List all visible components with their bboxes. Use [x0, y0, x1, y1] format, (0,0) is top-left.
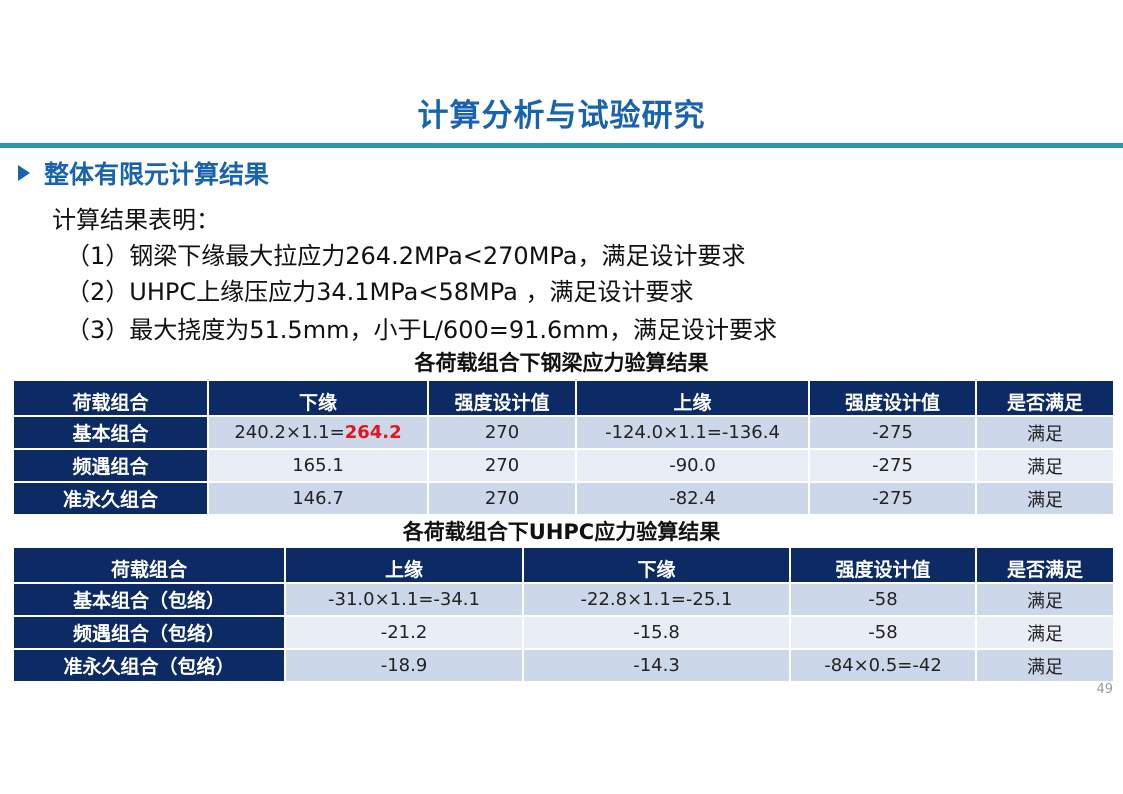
col-header-satisfied: 是否满足: [976, 548, 1113, 584]
design-value: -275: [809, 482, 977, 516]
lower-edge-value: 240.2×1.1=264.2: [208, 416, 429, 450]
row-label: 频遇组合（包络）: [14, 616, 286, 650]
satisfied-value: 满足: [976, 482, 1113, 516]
table-row: 频遇组合 165.1 270 -90.0 -275 满足: [14, 449, 1113, 483]
row-label: 准永久组合（包络）: [14, 649, 286, 683]
upper-edge-value: -18.9: [285, 649, 524, 683]
col-header-upper-edge: 上缘: [285, 548, 524, 584]
lower-edge-value: -22.8×1.1=-25.1: [523, 583, 791, 617]
result-item-2: （2）UHPC上缘压应力34.1MPa<58MPa ，满足设计要求: [66, 278, 694, 306]
design-value: 270: [428, 482, 577, 516]
steel-stress-table: 荷载组合 下缘 强度设计值 上缘 强度设计值 是否满足 基本组合 240.2×1…: [14, 381, 1113, 516]
section-heading-text: 整体有限元计算结果: [44, 160, 270, 189]
satisfied-value: 满足: [976, 616, 1113, 650]
lower-edge-calc: 240.2×1.1=: [234, 422, 345, 443]
row-label: 基本组合（包络）: [14, 583, 286, 617]
col-header-lower-edge: 下缘: [523, 548, 791, 584]
table-header-row: 荷载组合 下缘 强度设计值 上缘 强度设计值 是否满足: [14, 381, 1113, 417]
lower-edge-value: -14.3: [523, 649, 791, 683]
bullet-arrow-icon: [18, 165, 30, 181]
col-header-design-strength: 强度设计值: [809, 381, 977, 417]
design-value: -275: [809, 449, 977, 483]
slide-title: 计算分析与试验研究: [417, 98, 706, 134]
steel-stress-table-title: 各荷载组合下钢梁应力验算结果: [414, 351, 709, 375]
results-intro: 计算结果表明：: [52, 206, 220, 234]
design-value: -58: [790, 616, 977, 650]
col-header-upper-edge: 上缘: [576, 381, 810, 417]
design-value: -275: [809, 416, 977, 450]
design-value: -58: [790, 583, 977, 617]
upper-edge-value: -21.2: [285, 616, 524, 650]
page-number: 49: [1096, 682, 1113, 697]
satisfied-value: 满足: [976, 649, 1113, 683]
col-header-design-strength: 强度设计值: [790, 548, 977, 584]
satisfied-value: 满足: [976, 583, 1113, 617]
satisfied-value: 满足: [976, 416, 1113, 450]
row-label: 基本组合: [14, 416, 209, 450]
table-row: 基本组合（包络） -31.0×1.1=-34.1 -22.8×1.1=-25.1…: [14, 583, 1113, 617]
row-label: 频遇组合: [14, 449, 209, 483]
upper-edge-value: -124.0×1.1=-136.4: [576, 416, 810, 450]
upper-edge-value: -82.4: [576, 482, 810, 516]
col-header-design-strength: 强度设计值: [428, 381, 577, 417]
section-heading: 整体有限元计算结果: [18, 156, 269, 190]
col-header-lower-edge: 下缘: [208, 381, 429, 417]
max-stress-highlight: 264.2: [344, 422, 402, 443]
col-header-load-combination: 荷载组合: [14, 381, 209, 417]
col-header-satisfied: 是否满足: [976, 381, 1113, 417]
upper-edge-value: -31.0×1.1=-34.1: [285, 583, 524, 617]
table-row: 基本组合 240.2×1.1=264.2 270 -124.0×1.1=-136…: [14, 416, 1113, 450]
design-value: -84×0.5=-42: [790, 649, 977, 683]
row-label: 准永久组合: [14, 482, 209, 516]
upper-edge-value: -90.0: [576, 449, 810, 483]
design-value: 270: [428, 449, 577, 483]
lower-edge-value: -15.8: [523, 616, 791, 650]
uhpc-stress-table-title: 各荷载组合下UHPC应力验算结果: [402, 520, 721, 544]
lower-edge-value: 165.1: [208, 449, 429, 483]
table-row: 准永久组合（包络） -18.9 -14.3 -84×0.5=-42 满足: [14, 649, 1113, 683]
title-divider: [0, 143, 1123, 148]
table-header-row: 荷载组合 上缘 下缘 强度设计值 是否满足: [14, 548, 1113, 584]
uhpc-stress-table: 荷载组合 上缘 下缘 强度设计值 是否满足 基本组合（包络） -31.0×1.1…: [14, 548, 1113, 683]
result-item-3: （3）最大挠度为51.5mm，小于L/600=91.6mm，满足设计要求: [66, 316, 778, 344]
design-value: 270: [428, 416, 577, 450]
col-header-load-combination: 荷载组合: [14, 548, 286, 584]
table-row: 频遇组合（包络） -21.2 -15.8 -58 满足: [14, 616, 1113, 650]
lower-edge-value: 146.7: [208, 482, 429, 516]
table-row: 准永久组合 146.7 270 -82.4 -275 满足: [14, 482, 1113, 516]
satisfied-value: 满足: [976, 449, 1113, 483]
result-item-1: （1）钢梁下缘最大拉应力264.2MPa<270MPa，满足设计要求: [66, 242, 746, 270]
